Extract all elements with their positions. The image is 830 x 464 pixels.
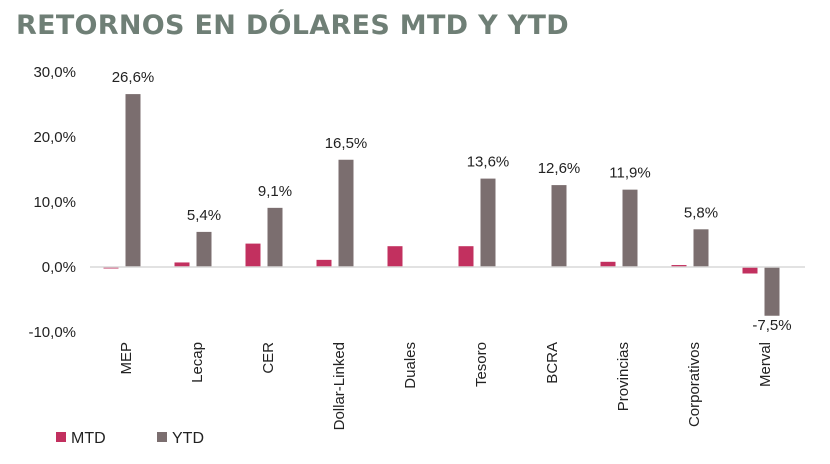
y-tick-label: 20,0%: [33, 129, 76, 146]
y-tick-label: 30,0%: [33, 64, 76, 81]
legend-label-ytd: YTD: [172, 430, 204, 447]
legend-swatch-ytd: [157, 432, 167, 442]
y-tick-label: -10,0%: [28, 324, 76, 341]
category-label: Corporativos: [686, 342, 703, 427]
bar-ytd: [693, 229, 709, 267]
bar-ytd: [480, 178, 496, 267]
bar-mtd: [458, 246, 474, 267]
legend-label-mtd: MTD: [71, 430, 106, 447]
bar-mtd: [245, 243, 261, 267]
data-label: 12,6%: [538, 160, 581, 177]
category-label: Provincias: [615, 342, 632, 411]
data-label: 13,6%: [467, 154, 510, 171]
data-label: -7,5%: [752, 317, 791, 334]
bar-mtd: [387, 246, 403, 267]
data-label: 26,6%: [112, 69, 155, 86]
bar-ytd: [196, 231, 212, 267]
bar-mtd: [316, 259, 332, 267]
data-label: 5,4%: [187, 207, 221, 224]
bar-ytd: [267, 207, 283, 267]
data-label: 5,8%: [684, 204, 718, 221]
bar-mtd: [742, 267, 758, 274]
category-label: Tesoro: [473, 342, 490, 387]
data-label: 16,5%: [325, 135, 368, 152]
bar-ytd: [764, 267, 780, 316]
bar-ytd: [622, 189, 638, 267]
bar-ytd: [125, 94, 141, 267]
bar-mtd: [174, 262, 190, 267]
bar-ytd: [551, 185, 567, 267]
category-label: Lecap: [189, 342, 206, 383]
y-tick-label: 10,0%: [33, 194, 76, 211]
y-tick-label: 0,0%: [42, 259, 76, 276]
category-label: BCRA: [544, 342, 561, 384]
data-label: 9,1%: [258, 183, 292, 200]
category-label: Dollar-Linked: [331, 342, 348, 430]
bar-mtd: [600, 261, 616, 267]
category-label: CER: [260, 342, 277, 374]
data-label: 11,9%: [609, 165, 650, 182]
category-label: Merval: [757, 342, 774, 387]
category-label: MEP: [118, 342, 135, 375]
bar-mtd: [671, 265, 687, 267]
bar-ytd: [338, 159, 354, 267]
legend-swatch-mtd: [56, 432, 66, 442]
category-label: Duales: [402, 342, 419, 389]
chart-title: RETORNOS EN DÓLARES MTD Y YTD: [16, 10, 569, 41]
